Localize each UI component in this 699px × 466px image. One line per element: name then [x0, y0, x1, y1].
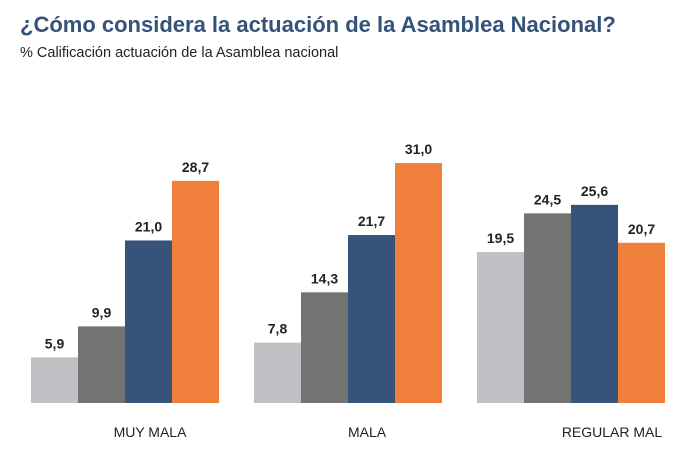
bar-3-2 — [524, 213, 571, 403]
bar-2-1 — [254, 342, 301, 403]
bar-3-1 — [477, 252, 524, 403]
chart-subtitle: % Calificación actuación de la Asamblea … — [20, 45, 339, 61]
bar-1-1 — [31, 357, 78, 403]
data-label-2-4: 31,0 — [405, 141, 432, 157]
data-label-1-3: 21,0 — [135, 218, 162, 234]
category-label-3: REGULAR MAL — [562, 424, 663, 440]
data-label-3-4: 20,7 — [628, 221, 655, 237]
bar-2-4 — [395, 163, 442, 403]
bar-2-2 — [301, 292, 348, 403]
category-label-1: MUY MALA — [114, 424, 188, 440]
data-label-1-2: 9,9 — [92, 304, 112, 320]
data-label-3-3: 25,6 — [581, 183, 608, 199]
data-label-2-1: 7,8 — [268, 321, 288, 337]
data-label-3-1: 19,5 — [487, 230, 514, 246]
bar-1-4 — [172, 180, 219, 403]
bar-1-2 — [78, 326, 125, 403]
data-label-1-4: 28,7 — [182, 159, 209, 175]
data-label-2-3: 21,7 — [358, 213, 385, 229]
category-label-2: MALA — [348, 424, 387, 440]
bar-3-3 — [571, 204, 618, 403]
data-label-3-2: 24,5 — [534, 191, 561, 207]
bar-3-4 — [618, 242, 665, 403]
data-label-1-1: 5,9 — [45, 335, 65, 351]
bar-1-3 — [125, 240, 172, 403]
chart-title: ¿Cómo considera la actuación de la Asamb… — [20, 12, 616, 37]
data-label-2-2: 14,3 — [311, 270, 338, 286]
bar-2-3 — [348, 235, 395, 403]
